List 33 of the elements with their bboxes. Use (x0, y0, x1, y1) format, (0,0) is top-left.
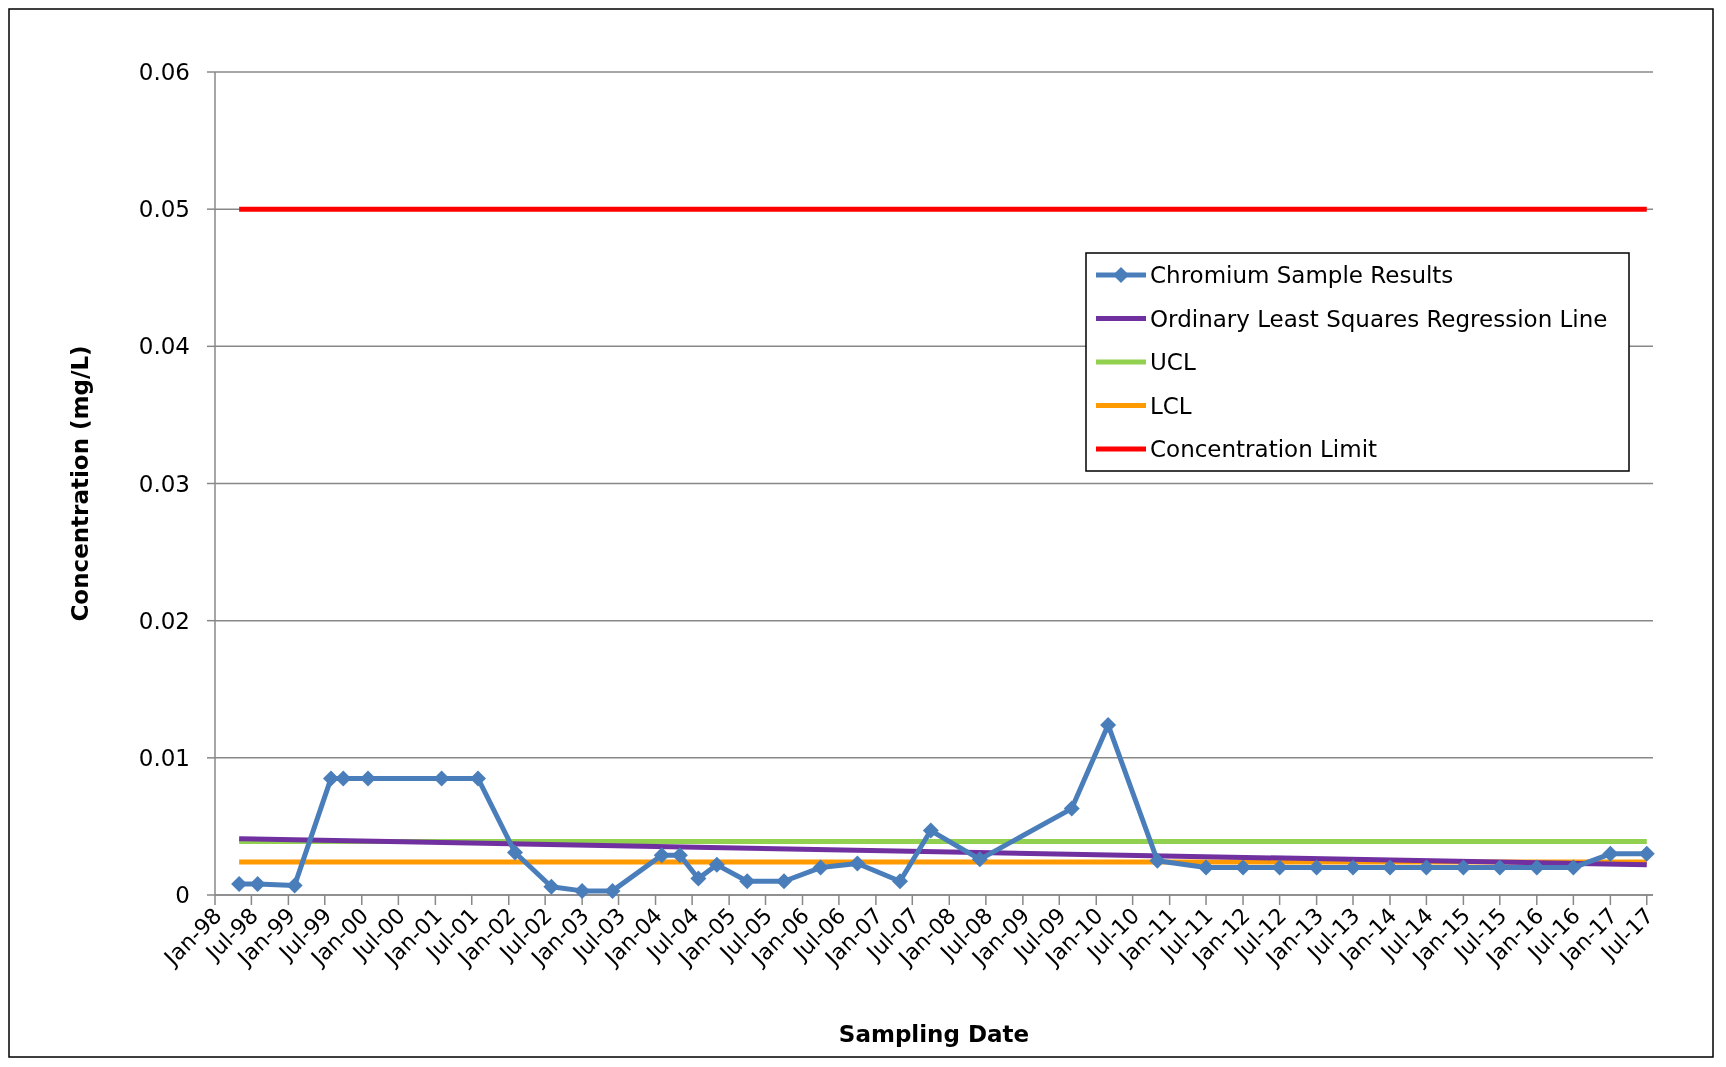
point (286, 877, 303, 894)
y-tick-label: 0.01 (138, 744, 190, 771)
point (922, 822, 939, 839)
x-axis-title: Sampling Date (838, 1021, 1030, 1047)
point (1100, 716, 1117, 733)
legend-label: LCL (1150, 392, 1192, 419)
point (653, 847, 670, 864)
point (812, 859, 829, 876)
point (506, 844, 523, 861)
point (892, 873, 909, 890)
legend-label: Ordinary Least Squares Regression Line (1150, 305, 1608, 332)
point (1063, 800, 1080, 817)
y-tick-label: 0.06 (138, 59, 190, 85)
point (1149, 852, 1166, 869)
point (1638, 845, 1655, 862)
y-tick-label: 0 (175, 882, 190, 908)
point (604, 882, 621, 899)
legend-label: Concentration Limit (1150, 436, 1378, 462)
point (249, 876, 266, 893)
y-tick-label: 0.05 (138, 196, 190, 223)
point (543, 878, 560, 895)
point (1602, 845, 1619, 862)
point (690, 870, 707, 887)
point (971, 851, 988, 868)
point (708, 856, 725, 873)
y-axis-title: Concentration (mg/L) (67, 345, 93, 622)
point (776, 873, 793, 890)
y-tick-label: 0.04 (138, 333, 190, 360)
y-tick-label: 0.03 (138, 470, 190, 497)
legend-label: Chromium Sample Results (1150, 262, 1454, 288)
y-tick-label: 0.02 (138, 607, 190, 634)
legend-label: UCL (1150, 349, 1196, 375)
point (849, 855, 866, 872)
